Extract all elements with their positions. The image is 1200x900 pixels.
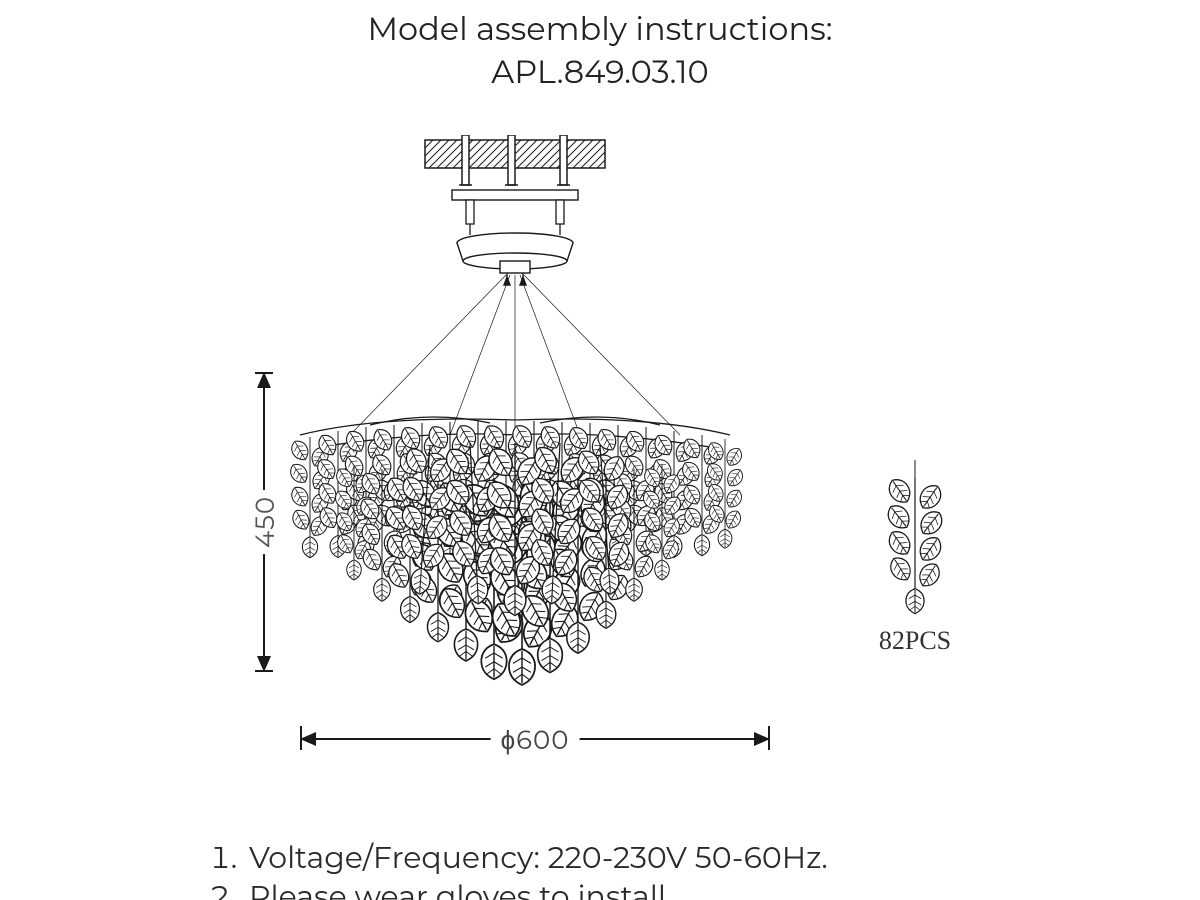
dimension-height-value: 450 xyxy=(249,490,281,554)
instruction-list: Voltage/Frequency: 220-230V 50-60Hz. Ple… xyxy=(195,838,1050,900)
component-leaf-strand: 82PCS xyxy=(850,460,980,656)
page-title-block: Model assembly instructions: APL.849.03.… xyxy=(0,8,1200,94)
dimension-width-value: ϕ600 xyxy=(491,724,580,756)
assembly-instruction-page: Model assembly instructions: APL.849.03.… xyxy=(0,0,1200,900)
chandelier-diagram xyxy=(230,135,790,750)
title-line-1: Model assembly instructions: xyxy=(367,10,832,49)
component-quantity: 82PCS xyxy=(850,626,980,656)
dimension-height: 450 xyxy=(245,372,285,672)
model-number: APL.849.03.10 xyxy=(0,51,1200,94)
dimension-width: ϕ600 xyxy=(300,720,770,760)
instruction-item-2: Please wear gloves to install. xyxy=(245,877,1050,900)
instruction-item-1: Voltage/Frequency: 220-230V 50-60Hz. xyxy=(245,838,1050,877)
